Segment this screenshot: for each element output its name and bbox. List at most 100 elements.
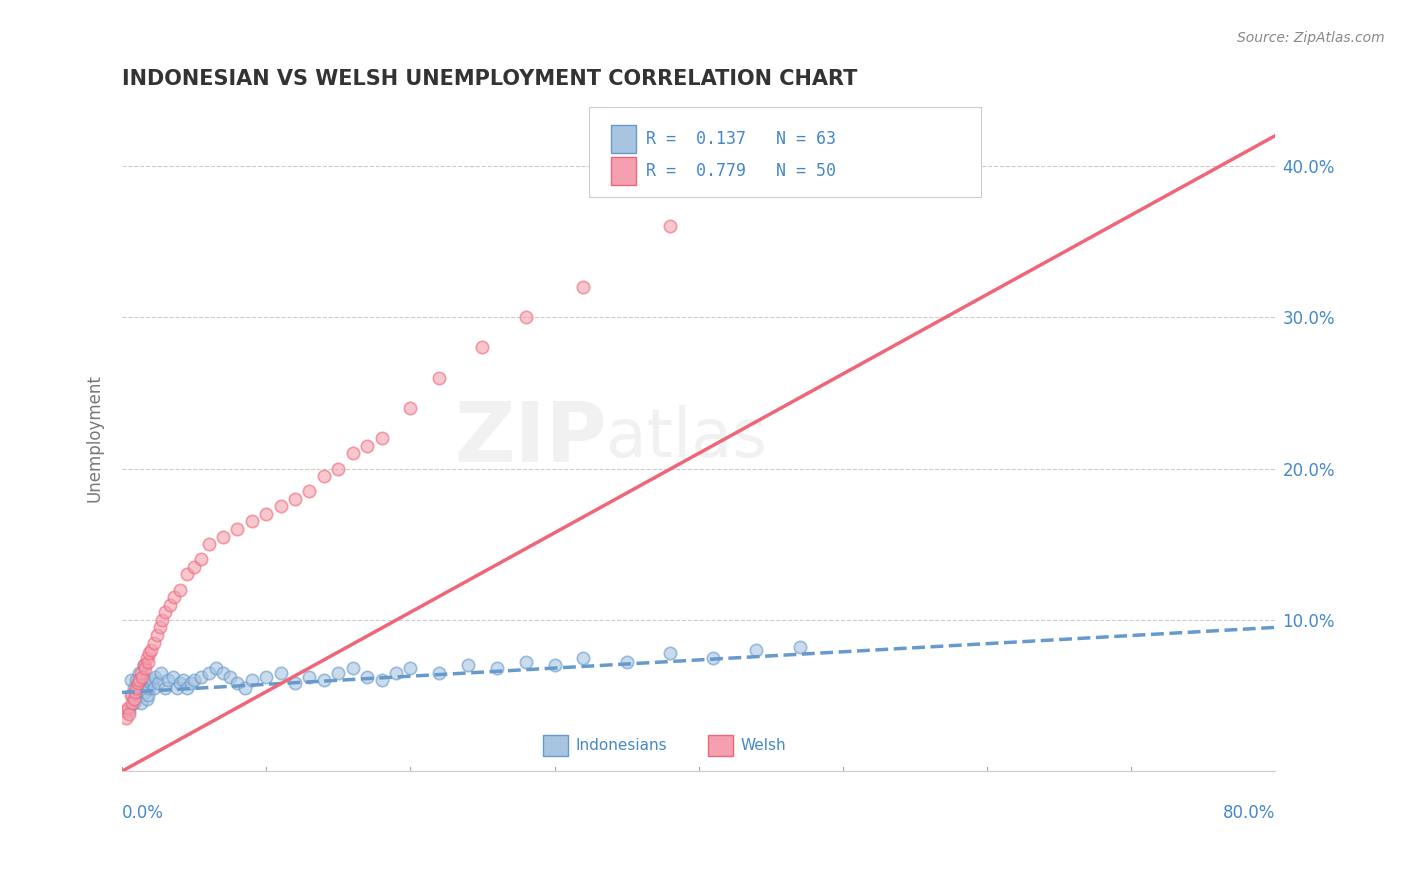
Point — [240, 515, 263, 529]
Text: Source: ZipAtlas.com: Source: ZipAtlas.com — [1237, 31, 1385, 45]
Point — [399, 401, 422, 415]
Point — [759, 166, 782, 180]
Point — [141, 673, 163, 688]
Point — [125, 673, 148, 688]
Point — [138, 681, 160, 695]
Point — [270, 665, 292, 680]
Point — [197, 537, 219, 551]
Point — [190, 552, 212, 566]
FancyBboxPatch shape — [612, 126, 637, 153]
Point — [128, 665, 150, 680]
Point — [131, 670, 153, 684]
Y-axis label: Unemployment: Unemployment — [86, 375, 103, 502]
Point — [120, 673, 142, 688]
Point — [125, 685, 148, 699]
Point — [152, 613, 174, 627]
Point — [142, 635, 165, 649]
Text: Welsh: Welsh — [740, 739, 786, 754]
Text: R =  0.137   N = 63: R = 0.137 N = 63 — [645, 130, 835, 148]
Point — [254, 670, 277, 684]
Point — [471, 341, 494, 355]
Point — [162, 670, 184, 684]
Point — [298, 484, 321, 499]
Point — [132, 658, 155, 673]
Point — [134, 661, 156, 675]
Point — [121, 696, 143, 710]
Point — [370, 431, 392, 445]
Point — [658, 219, 681, 234]
Point — [172, 673, 194, 688]
Point — [155, 681, 177, 695]
FancyBboxPatch shape — [612, 157, 637, 186]
Point — [122, 696, 145, 710]
Point — [169, 676, 191, 690]
FancyBboxPatch shape — [589, 107, 981, 197]
Point — [118, 704, 141, 718]
Point — [136, 655, 159, 669]
Point — [166, 681, 188, 695]
Point — [328, 665, 350, 680]
Point — [240, 673, 263, 688]
Point — [118, 706, 141, 721]
Point — [121, 689, 143, 703]
Point — [135, 650, 157, 665]
Point — [146, 676, 169, 690]
Point — [616, 655, 638, 669]
Point — [117, 700, 139, 714]
Text: Indonesians: Indonesians — [575, 739, 666, 754]
Point — [138, 646, 160, 660]
Point — [129, 665, 152, 680]
Point — [226, 522, 249, 536]
Point — [312, 469, 335, 483]
Point — [658, 646, 681, 660]
Point — [145, 628, 167, 642]
Point — [312, 673, 335, 688]
Point — [149, 665, 172, 680]
Point — [139, 676, 162, 690]
Point — [129, 696, 152, 710]
Point — [457, 658, 479, 673]
Point — [183, 673, 205, 688]
Point — [180, 676, 202, 690]
Point — [219, 670, 242, 684]
Point — [159, 598, 181, 612]
Point — [143, 670, 166, 684]
Point — [120, 689, 142, 703]
Point — [702, 650, 724, 665]
Point — [543, 658, 565, 673]
Point — [385, 665, 408, 680]
Point — [115, 711, 138, 725]
Point — [122, 691, 145, 706]
Point — [427, 665, 450, 680]
Point — [342, 661, 364, 675]
Point — [745, 643, 768, 657]
Point — [328, 461, 350, 475]
Point — [157, 673, 180, 688]
Point — [183, 559, 205, 574]
Point — [370, 673, 392, 688]
Point — [176, 681, 198, 695]
Point — [131, 681, 153, 695]
Point — [197, 665, 219, 680]
Point — [342, 446, 364, 460]
Point — [155, 605, 177, 619]
Point — [270, 500, 292, 514]
Point — [122, 681, 145, 695]
Point — [485, 661, 508, 675]
Point — [356, 439, 378, 453]
Point — [572, 650, 595, 665]
Point — [127, 676, 149, 690]
Point — [212, 665, 235, 680]
Point — [356, 670, 378, 684]
Point — [125, 681, 148, 695]
Point — [132, 658, 155, 673]
Point — [169, 582, 191, 597]
Point — [427, 370, 450, 384]
Point — [136, 689, 159, 703]
Point — [124, 685, 146, 699]
Text: ZIP: ZIP — [454, 398, 606, 479]
Point — [134, 685, 156, 699]
Point — [212, 530, 235, 544]
Text: 80.0%: 80.0% — [1223, 805, 1275, 822]
FancyBboxPatch shape — [707, 735, 734, 756]
